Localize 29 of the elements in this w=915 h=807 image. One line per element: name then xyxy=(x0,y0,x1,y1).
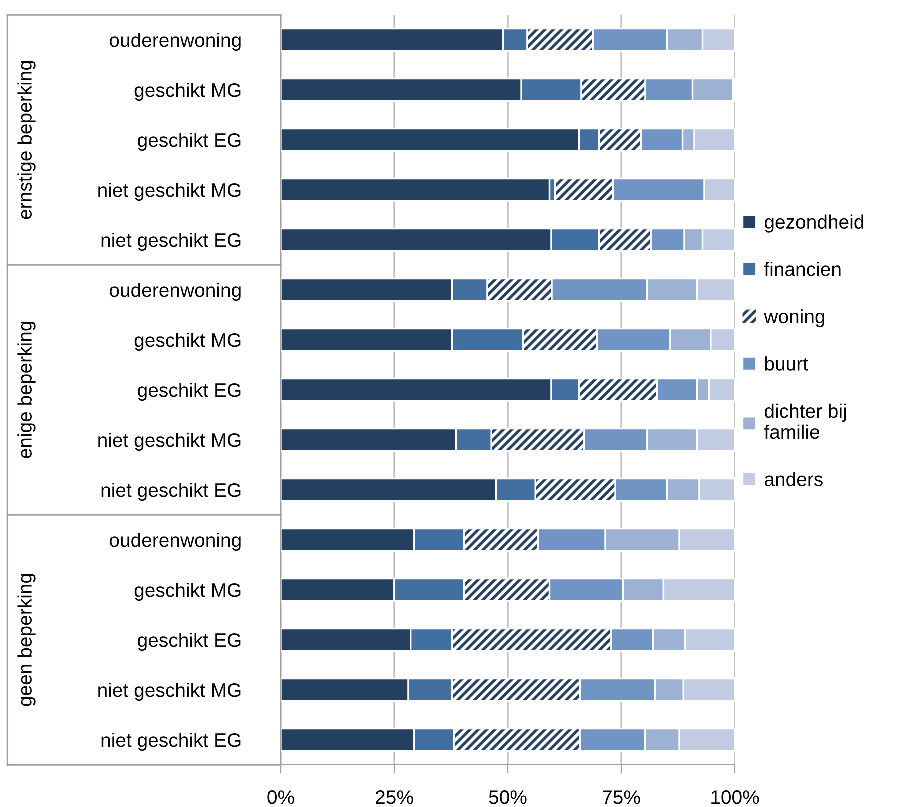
y-tick-label: niet geschikt MG xyxy=(98,182,241,202)
y-tick-label: geschikt EG xyxy=(138,382,241,402)
y-tick-label: geschikt EG xyxy=(138,632,241,652)
y-tick-label: geschikt MG xyxy=(134,332,241,352)
x-tick-label: 25% xyxy=(376,790,414,804)
x-tick-label: 75% xyxy=(603,790,640,804)
y-tick-label: ouderenwoning xyxy=(110,32,241,52)
x-tick-label: 100% xyxy=(712,790,760,804)
y-tick-label: niet geschikt MG xyxy=(98,432,241,452)
y-tick-label: niet geschikt EG xyxy=(102,232,241,252)
y-tick-label: niet geschikt MG xyxy=(98,682,241,702)
text: ernstige beperking xyxy=(18,61,36,220)
y-tick-label: niet geschikt EG xyxy=(102,482,241,502)
text: enige beperking xyxy=(18,322,36,458)
legend-label: dichter bij familie xyxy=(764,404,846,440)
y-tick-label: ouderenwoning xyxy=(110,532,241,552)
x-tick-label: 0% xyxy=(268,790,294,804)
legend-label: buurt xyxy=(765,356,808,371)
x-tick-label: 50% xyxy=(489,790,527,804)
y-tick-label: geschikt EG xyxy=(138,132,241,152)
y-tick-label: geschikt MG xyxy=(134,82,241,102)
legend-label: anders xyxy=(764,472,823,486)
legend-label: woning xyxy=(764,309,825,328)
legend-label: gezondheid xyxy=(764,214,864,233)
legend-label: financien xyxy=(764,262,841,276)
y-tick-label: ouderenwoning xyxy=(110,282,241,302)
text: geen beperking xyxy=(18,574,36,706)
y-tick-label: geschikt MG xyxy=(134,582,241,602)
y-tick-label: niet geschikt EG xyxy=(102,732,241,752)
